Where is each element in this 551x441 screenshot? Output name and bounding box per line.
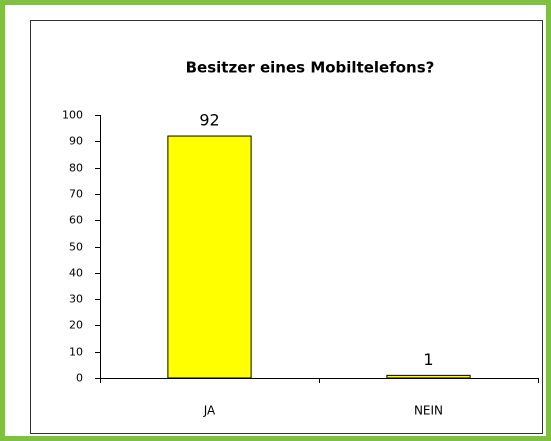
chart-title: Besitzer eines Mobiltelefons?: [186, 59, 435, 77]
y-tick-label: 20: [69, 319, 83, 332]
x-tick-label: NEIN: [414, 404, 443, 418]
y-tick-label: 60: [69, 214, 83, 227]
y-tick-label: 0: [76, 372, 83, 385]
y-tick-label: 70: [69, 188, 83, 201]
chart-area: [30, 20, 543, 434]
bar: [167, 135, 252, 379]
y-tick-label: 30: [69, 293, 83, 306]
y-tick-label: 10: [69, 346, 83, 359]
data-label: 1: [423, 350, 433, 369]
y-tick-label: 50: [69, 241, 83, 254]
bar: [386, 374, 471, 379]
y-tick-label: 100: [62, 109, 83, 122]
y-tick-label: 90: [69, 135, 83, 148]
x-tick-label: JA: [203, 404, 216, 418]
y-tick-label: 80: [69, 162, 83, 175]
y-tick-label: 40: [69, 267, 83, 280]
data-label: 92: [199, 111, 219, 130]
